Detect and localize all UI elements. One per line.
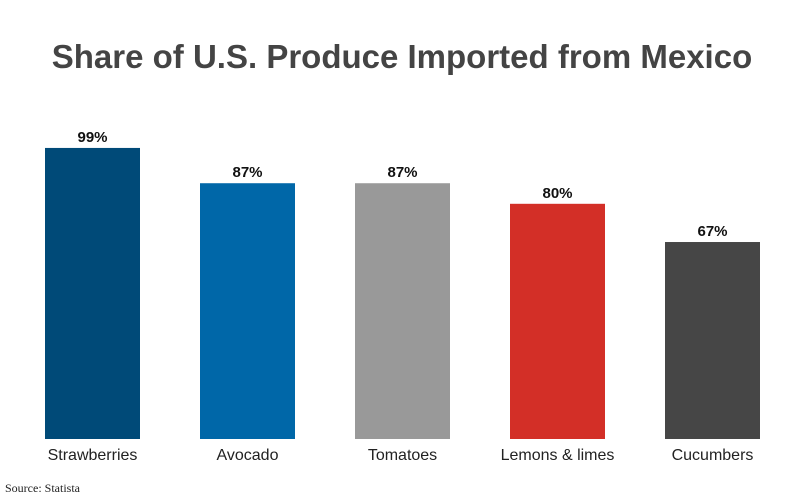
- value-labels-group: 99% 87% 87% 80% 67%: [77, 129, 727, 240]
- category-labels-group: Strawberries Avocado Tomatoes Lemons & lime…: [48, 447, 754, 464]
- value-label: 99%: [77, 129, 107, 146]
- value-label: 87%: [232, 164, 262, 181]
- bar-lemons-limes: [510, 203, 605, 439]
- chart-title: Share of U.S. Produce Imported from Mexi…: [52, 38, 752, 75]
- bar-tomatoes: [355, 183, 450, 439]
- source-note: Source: Statista: [5, 481, 81, 495]
- category-label: Cucumbers: [672, 447, 754, 464]
- category-label: Tomatoes: [368, 447, 437, 464]
- value-label: 80%: [542, 185, 572, 202]
- category-label: Avocado: [217, 447, 279, 464]
- category-label: Lemons & limes: [501, 447, 615, 464]
- value-label: 87%: [387, 164, 417, 181]
- bar-avocado: [200, 183, 295, 439]
- bars-group: [45, 147, 760, 439]
- category-label: Strawberries: [48, 447, 138, 464]
- bar-strawberries: [45, 147, 140, 439]
- bar-cucumbers: [665, 242, 760, 439]
- value-label: 67%: [697, 223, 727, 240]
